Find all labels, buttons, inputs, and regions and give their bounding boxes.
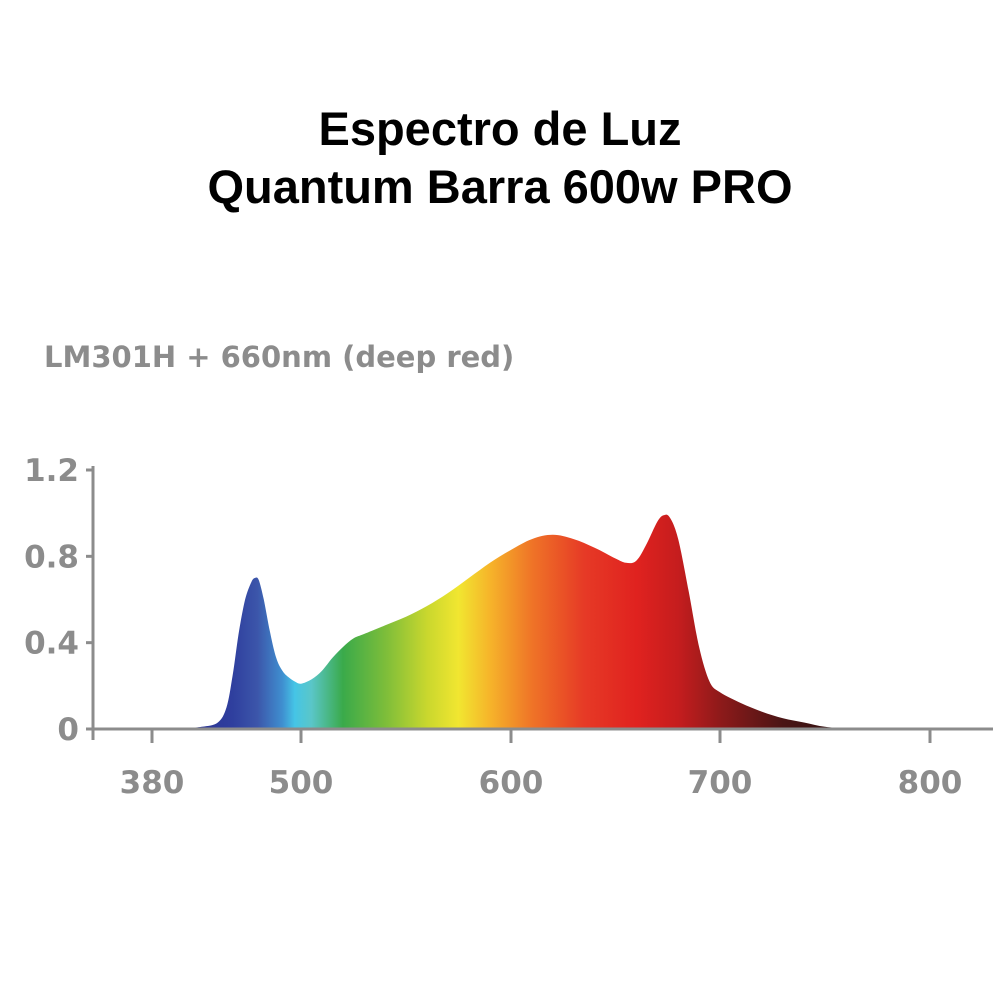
spectrum-area-series-0 — [176, 514, 857, 729]
y-tick-label: 0.4 — [24, 626, 79, 662]
x-tick-label: 800 — [898, 765, 963, 801]
x-tick-label: 700 — [688, 765, 753, 801]
y-tick-label: 0 — [57, 712, 79, 748]
x-tick-label: 500 — [269, 765, 334, 801]
x-tick-label: 600 — [479, 765, 544, 801]
x-tick-label: 380 — [120, 765, 185, 801]
title-line-2: Quantum Barra 600w PRO — [207, 160, 793, 213]
chart-subtitle: LM301H + 660nm (deep red) — [44, 340, 515, 374]
y-tick-label: 1.2 — [24, 453, 79, 489]
y-tick-label: 0.8 — [24, 539, 79, 575]
title-line-1: Espectro de Luz — [318, 102, 682, 155]
chart-title: Espectro de Luz Quantum Barra 600w PRO — [0, 100, 1000, 216]
